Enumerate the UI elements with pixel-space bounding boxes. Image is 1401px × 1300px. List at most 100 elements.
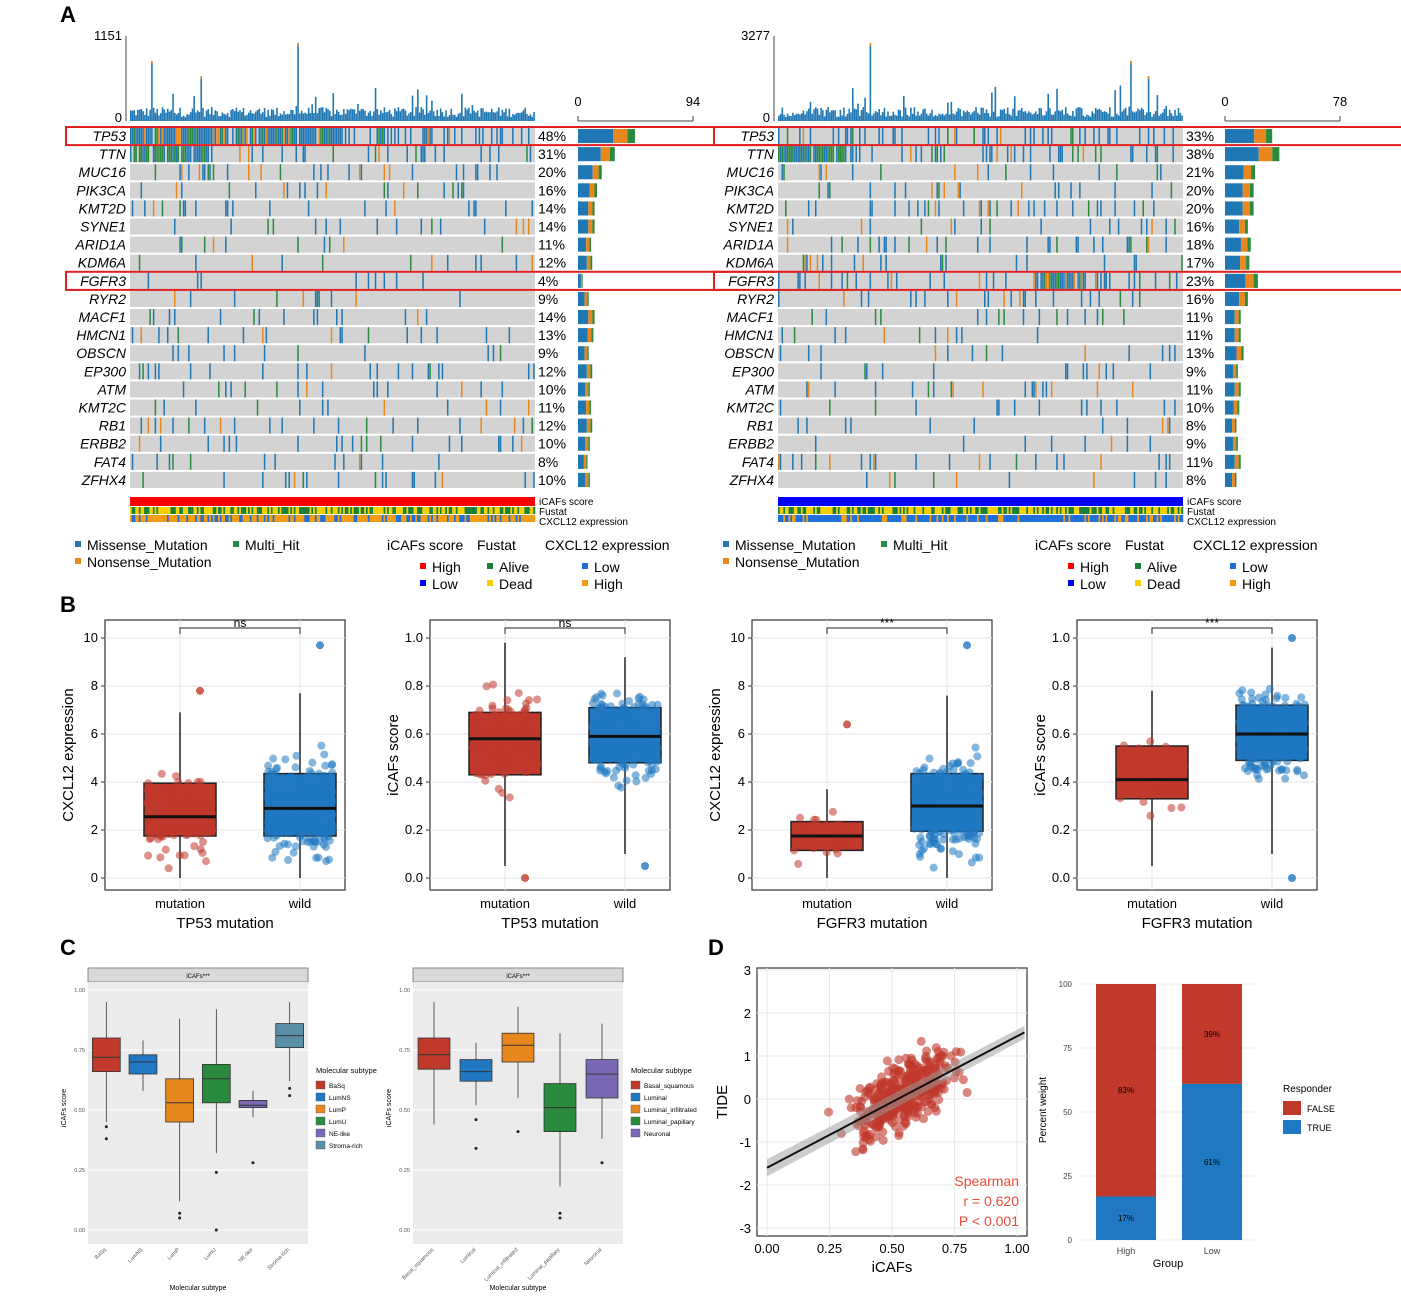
fustat-cell: [262, 507, 265, 514]
mutation-cell: [894, 200, 896, 217]
fustat-cell: [240, 507, 243, 514]
tmb-bar: [316, 113, 319, 121]
data-point: [203, 803, 212, 812]
freq-bar-nonsense: [584, 291, 588, 306]
mutation-cell: [1138, 128, 1141, 145]
tmb-bar: [376, 109, 379, 121]
mutation-cell: [1019, 290, 1021, 307]
mutation-cell: [807, 345, 810, 362]
data-point: [1247, 688, 1256, 697]
cxcl12-cell: [232, 515, 235, 522]
data-point: [625, 722, 634, 731]
mutation-cell: [859, 128, 861, 145]
tmb-bar: [462, 116, 465, 121]
legend-swatch: [315, 1092, 326, 1102]
grey-row: [778, 327, 1183, 344]
fustat-cell: [887, 507, 890, 514]
tmb-bar: [205, 110, 208, 121]
data-point: [293, 784, 302, 793]
tmb-bar: [855, 109, 858, 121]
gene-name: ARID1A: [722, 237, 774, 253]
fustat-cell: [1006, 507, 1009, 514]
mutation-cell: [189, 290, 192, 307]
data-point: [473, 711, 482, 720]
cxcl12-cell: [943, 515, 946, 522]
fustat-cell: [434, 507, 437, 514]
fustat-cell: [1070, 507, 1073, 514]
mutation-cell: [302, 128, 305, 145]
data-point: [291, 824, 300, 833]
tmb-bar: [807, 108, 810, 121]
fustat-cell: [422, 507, 425, 514]
mutation-cell: [1084, 128, 1086, 145]
mutation-cell: [174, 290, 176, 307]
cxcl12-cell: [336, 515, 338, 522]
mutation-cell: [1006, 146, 1009, 163]
tmb-bar: [527, 116, 530, 121]
data-point: [532, 713, 541, 722]
mutation-cell: [1049, 146, 1051, 163]
mutation-cell: [1066, 272, 1069, 289]
mutation-cell: [360, 435, 363, 452]
cxcl12-cell: [1091, 515, 1094, 522]
mutation-cell: [286, 128, 289, 145]
mutation-cell: [152, 146, 155, 163]
mutation-cell: [330, 363, 333, 380]
tmb-bar: [390, 114, 393, 121]
mutation-cell: [955, 327, 958, 344]
tmb-bar-top: [869, 43, 872, 46]
mutation-cell: [1045, 272, 1048, 289]
mutation-cell: [262, 471, 264, 488]
y-tick-label: 0.0: [1052, 870, 1070, 885]
cxcl12-cell: [181, 515, 184, 522]
mutation-cell: [936, 236, 938, 253]
fustat-cell: [138, 507, 141, 514]
mutation-cell: [156, 146, 158, 163]
mutation-cell: [1045, 381, 1048, 398]
cxcl12-cell: [219, 515, 222, 522]
mutation-cell: [147, 363, 150, 380]
data-point: [971, 792, 980, 801]
x-tick-label: 0.75: [942, 1241, 967, 1256]
data-point: [279, 793, 288, 802]
data-point: [619, 725, 628, 734]
data-point: [894, 1131, 904, 1141]
data-point: [973, 780, 982, 789]
cxcl12-cell: [205, 515, 208, 522]
freq-bar-nonsense: [1242, 201, 1250, 216]
tmb-bar: [853, 108, 856, 121]
fustat-cell: [147, 507, 150, 514]
cxcl12-cell: [994, 515, 997, 522]
fustat-cell: [156, 507, 159, 514]
mutation-cell: [448, 128, 451, 145]
mutation-cell: [871, 200, 873, 217]
tmb-bar: [454, 114, 456, 121]
mutation-cell: [140, 128, 143, 145]
fustat-cell: [804, 507, 807, 514]
fustat-cell: [165, 507, 168, 514]
fustat-cell: [219, 507, 222, 514]
cxcl12-cell: [1130, 515, 1133, 522]
tmb-bar: [513, 114, 516, 121]
mutation-cell: [1005, 164, 1007, 181]
legend-label: LumU: [329, 1119, 347, 1126]
mutation-cell: [955, 471, 958, 488]
tmb-bar: [920, 113, 923, 121]
y-axis-title: iCAFs score: [386, 1089, 393, 1127]
fustat-cell: [825, 507, 828, 514]
mutation-cell: [232, 200, 234, 217]
cxcl12-cell: [401, 515, 404, 522]
fustat-cell: [1128, 507, 1131, 514]
cxcl12-cell: [188, 515, 191, 522]
mutation-cell: [272, 218, 275, 235]
outlier-point: [558, 1216, 562, 1220]
cxcl12-cell: [255, 515, 257, 522]
data-point: [1299, 771, 1308, 780]
mutation-cell: [198, 146, 201, 163]
tmb-bar: [251, 113, 254, 121]
cxcl12-cell: [1103, 515, 1106, 522]
data-point: [486, 752, 495, 761]
fustat-cell: [908, 507, 911, 514]
tmb-bar: [888, 115, 891, 121]
